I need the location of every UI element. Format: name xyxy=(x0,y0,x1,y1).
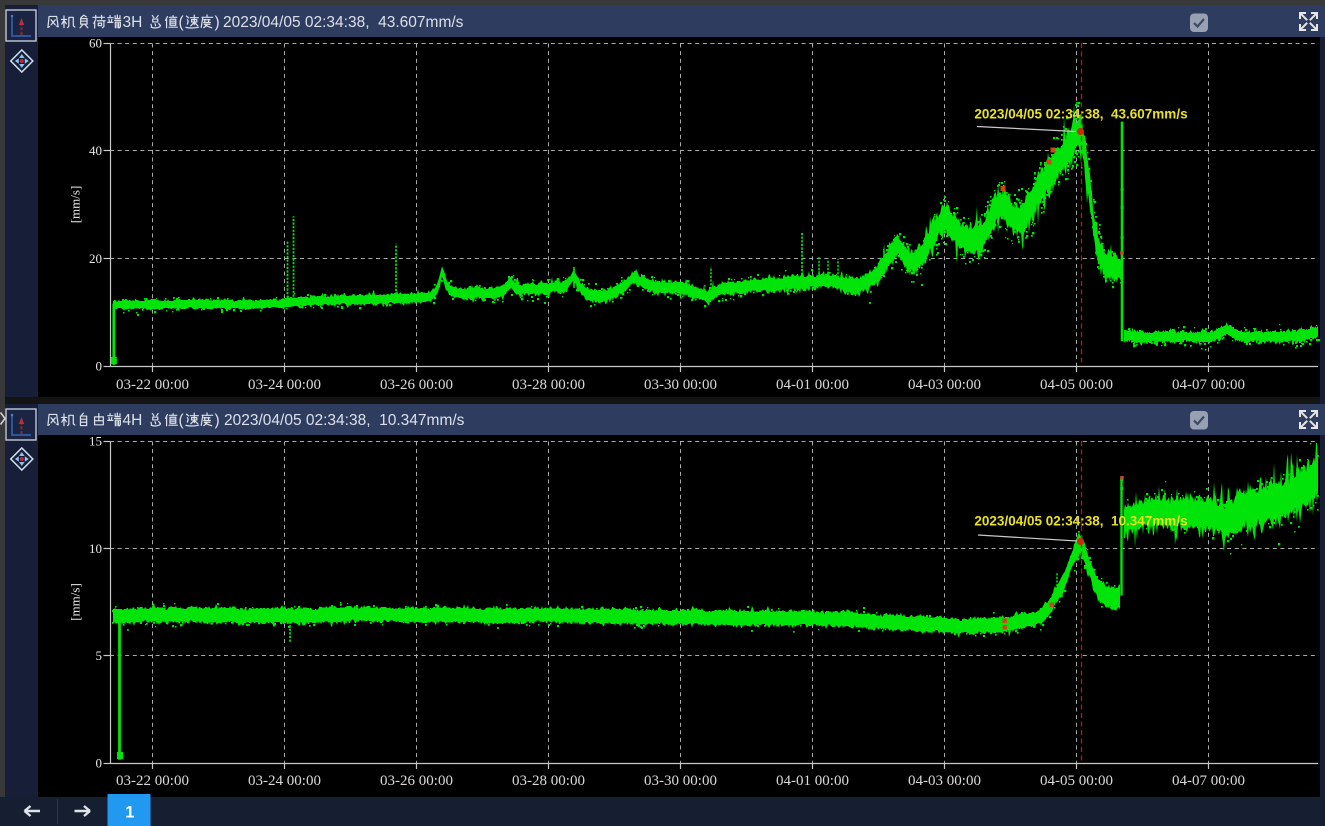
svg-text:03-22 00:00: 03-22 00:00 xyxy=(116,773,189,789)
svg-text:2023/04/05 02:34:38, 43.607mm: 2023/04/05 02:34:38, 43.607mm/s xyxy=(223,14,464,31)
svg-text:03-22 00:00: 03-22 00:00 xyxy=(116,377,189,393)
svg-text:03-28 00:00: 03-28 00:00 xyxy=(512,773,585,789)
svg-text:2023/04/05 02:34:38, 10.347mm: 2023/04/05 02:34:38, 10.347mm/s xyxy=(974,514,1187,529)
svg-text:03-26 00:00: 03-26 00:00 xyxy=(380,377,453,393)
svg-text:15: 15 xyxy=(89,434,102,449)
svg-text:04-07 00:00: 04-07 00:00 xyxy=(1172,377,1245,393)
svg-text:2023/04/05 02:34:38, 10.347mm: 2023/04/05 02:34:38, 10.347mm/s xyxy=(224,412,465,429)
svg-text:04-03 00:00: 04-03 00:00 xyxy=(908,773,981,789)
svg-text:0: 0 xyxy=(96,756,103,771)
svg-text:04-05 00:00: 04-05 00:00 xyxy=(1040,377,1113,393)
svg-text:0: 0 xyxy=(96,359,103,374)
svg-text:04-07 00:00: 04-07 00:00 xyxy=(1172,773,1245,789)
svg-text:03-30 00:00: 03-30 00:00 xyxy=(644,377,717,393)
svg-text:04-01 00:00: 04-01 00:00 xyxy=(776,377,849,393)
svg-text:40: 40 xyxy=(89,143,102,158)
svg-text:60: 60 xyxy=(89,36,102,51)
svg-text:03-28 00:00: 03-28 00:00 xyxy=(512,377,585,393)
svg-text:03-24 00:00: 03-24 00:00 xyxy=(248,773,321,789)
svg-text:04-05 00:00: 04-05 00:00 xyxy=(1040,773,1113,789)
svg-text:1: 1 xyxy=(125,804,134,822)
svg-text:): ) xyxy=(215,14,220,31)
svg-text:03-24 00:00: 03-24 00:00 xyxy=(248,377,321,393)
svg-text:20: 20 xyxy=(89,251,102,266)
svg-text:[mm/s]: [mm/s] xyxy=(68,583,83,621)
svg-text:(: ( xyxy=(179,412,185,429)
svg-text:03-30 00:00: 03-30 00:00 xyxy=(644,773,717,789)
svg-text:3H: 3H xyxy=(123,14,143,31)
svg-text:[mm/s]: [mm/s] xyxy=(68,186,83,224)
svg-text:04-03 00:00: 04-03 00:00 xyxy=(908,377,981,393)
svg-text:5: 5 xyxy=(96,648,103,663)
svg-text:): ) xyxy=(215,412,220,429)
svg-text:10: 10 xyxy=(89,541,102,556)
svg-text:04-01 00:00: 04-01 00:00 xyxy=(776,773,849,789)
svg-text:4H: 4H xyxy=(123,412,143,429)
svg-text:(: ( xyxy=(179,14,185,31)
svg-text:2023/04/05 02:34:38, 43.607mm: 2023/04/05 02:34:38, 43.607mm/s xyxy=(974,107,1187,122)
svg-text:03-26 00:00: 03-26 00:00 xyxy=(380,773,453,789)
